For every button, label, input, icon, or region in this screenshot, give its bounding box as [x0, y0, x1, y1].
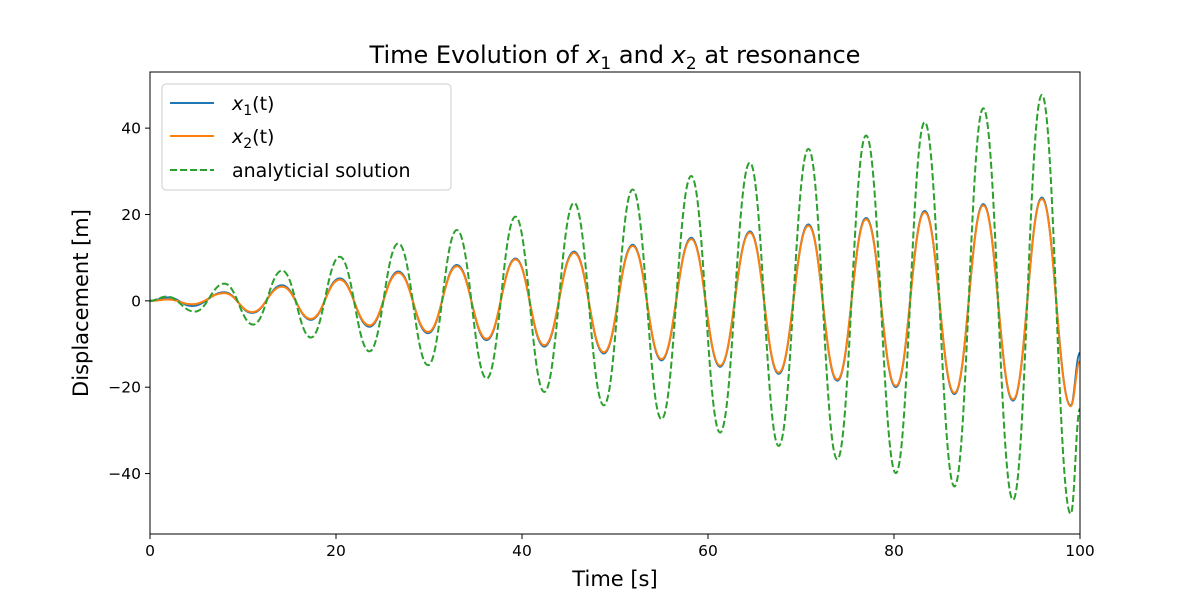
x-axis-ticks: 0 20 40 60 80 100: [145, 534, 1095, 560]
x-tick-label: 80: [884, 542, 904, 560]
y-axis-ticks: −40 −20 0 20 40: [108, 120, 150, 483]
plot-area: 0 20 40 60 80 100 −40 −20 0 20 40: [108, 71, 1095, 560]
y-axis-label: Displacement [m]: [69, 209, 93, 397]
series-line-2: [150, 93, 1080, 515]
legend-item-x2: x2(t): [170, 126, 274, 152]
axes-frame: [149, 71, 1081, 535]
x-tick-label: 20: [326, 542, 346, 560]
chart-title: Time Evolution of x1 and x2 at resonance: [369, 41, 861, 74]
y-tick-label: 0: [131, 292, 141, 310]
x-axis-label: Time [s]: [571, 567, 657, 591]
y-tick-label: 40: [121, 120, 141, 138]
x-tick-label: 100: [1065, 542, 1095, 560]
legend-item-analytical: analyticial solution: [170, 160, 411, 182]
series-layer: [150, 93, 1080, 515]
legend-label-analytical: analyticial solution: [232, 160, 411, 182]
y-tick-label: −20: [108, 379, 141, 397]
x-tick-label: 0: [145, 542, 155, 560]
x-tick-label: 40: [512, 542, 532, 560]
y-tick-label: 20: [121, 206, 141, 224]
legend-box: [161, 83, 452, 191]
legend-label-x2: x2(t): [231, 126, 274, 152]
legend-label-x1: x1(t): [231, 93, 274, 119]
legend-item-x1: x1(t): [170, 93, 274, 119]
series-line-1: [150, 197, 1080, 408]
legend: x1(t) x2(t) analyticial solution: [161, 83, 452, 191]
y-tick-label: −40: [108, 465, 141, 483]
x-tick-label: 60: [698, 542, 718, 560]
